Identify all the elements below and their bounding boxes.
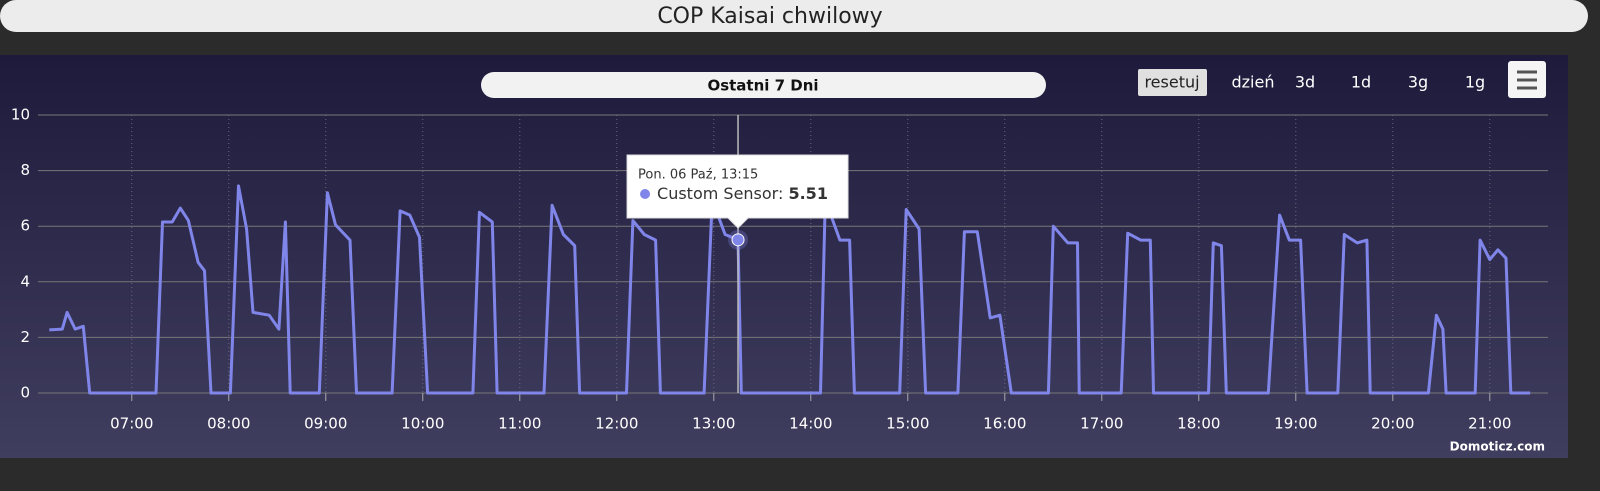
range-label: Ostatni 7 Dni	[707, 77, 818, 95]
x-tick-label: 17:00	[1080, 415, 1123, 433]
range-field[interactable]	[481, 72, 1046, 98]
reset-button[interactable]	[1138, 69, 1207, 96]
range-button[interactable]: 3d	[1295, 73, 1315, 92]
x-tick-label: 13:00	[692, 415, 735, 433]
x-tick-label: 15:00	[886, 415, 929, 433]
x-tick-label: 19:00	[1274, 415, 1317, 433]
y-tick-label: 6	[20, 217, 30, 235]
title: COP Kaisai chwilowy	[657, 4, 882, 29]
y-tick-label: 8	[20, 161, 30, 179]
x-tick-label: 12:00	[595, 415, 638, 433]
x-tick-label: 08:00	[207, 415, 250, 433]
tooltip-line: Custom Sensor: 5.51	[657, 184, 828, 203]
range-button[interactable]: resetuj	[1144, 73, 1199, 92]
tooltip-box	[626, 154, 849, 229]
tooltip-label: Custom Sensor:	[657, 184, 783, 203]
range-button[interactable]: 1g	[1465, 73, 1485, 92]
y-tick-label: 2	[20, 328, 30, 346]
title-bar	[0, 0, 1588, 32]
x-tick-label: 14:00	[789, 415, 832, 433]
x-tick-label: 20:00	[1371, 415, 1414, 433]
x-tick-label: 16:00	[983, 415, 1026, 433]
x-tick-label: 11:00	[498, 415, 541, 433]
x-tick-label: 21:00	[1468, 415, 1511, 433]
x-tick-label: 18:00	[1177, 415, 1220, 433]
tooltip-dot	[640, 189, 651, 199]
y-tick-label: 4	[20, 272, 30, 290]
tooltip-value: 5.51	[788, 184, 827, 203]
y-tick-label: 0	[20, 384, 30, 402]
range-button[interactable]: 3g	[1408, 73, 1428, 92]
series-line	[49, 184, 1531, 395]
tooltip-header: Pon. 06 Paź, 13:15	[638, 168, 758, 183]
range-button[interactable]: 1d	[1351, 73, 1371, 92]
credits: Domoticz.com	[1450, 440, 1545, 454]
y-tick-label: 10	[11, 106, 30, 124]
x-tick-label: 09:00	[304, 415, 347, 433]
range-button[interactable]: dzień	[1232, 73, 1275, 92]
x-tick-label: 10:00	[401, 415, 444, 433]
hover-point	[731, 233, 745, 247]
x-tick-label: 07:00	[110, 415, 153, 433]
